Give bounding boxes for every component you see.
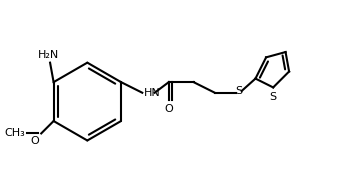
Text: HN: HN: [144, 88, 161, 98]
Text: O: O: [31, 136, 40, 146]
Text: H₂N: H₂N: [38, 50, 59, 60]
Text: S: S: [235, 86, 243, 96]
Text: S: S: [270, 92, 277, 102]
Text: CH₃: CH₃: [5, 128, 25, 138]
Text: O: O: [164, 104, 173, 114]
